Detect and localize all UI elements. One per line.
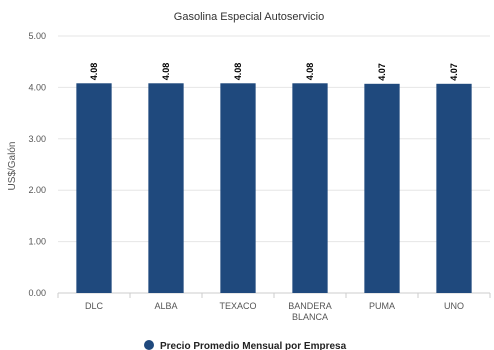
chart-title: Gasolina Especial Autoservicio <box>174 11 324 23</box>
x-tick-label: BANDERA <box>288 301 332 311</box>
y-tick-label: 5.00 <box>28 31 46 41</box>
data-label: 4.08 <box>305 63 315 81</box>
legend-label[interactable]: Precio Promedio Mensual por Empresa <box>160 341 347 350</box>
data-label: 4.07 <box>449 63 459 81</box>
data-label: 4.08 <box>89 63 99 81</box>
x-tick-label: UNO <box>444 301 464 311</box>
bar[interactable] <box>148 83 184 294</box>
y-tick-label: 1.00 <box>28 237 46 247</box>
data-label: 4.07 <box>377 63 387 81</box>
y-tick-label: 3.00 <box>28 134 46 144</box>
bar[interactable] <box>76 83 112 294</box>
x-tick-label: PUMA <box>369 301 395 311</box>
bar[interactable] <box>364 83 400 293</box>
legend-marker[interactable] <box>144 340 154 350</box>
y-tick-label: 4.00 <box>28 82 46 92</box>
y-tick-label: 0.00 <box>28 288 46 298</box>
data-label: 4.08 <box>233 63 243 81</box>
data-label: 4.08 <box>161 63 171 81</box>
y-tick-label: 2.00 <box>28 185 46 195</box>
y-axis-label: US$/Galón <box>7 142 18 191</box>
x-tick-label: TEXACO <box>219 301 256 311</box>
x-tick-label: ALBA <box>154 301 177 311</box>
bar[interactable] <box>436 83 472 293</box>
bar[interactable] <box>220 83 256 294</box>
x-tick-label: BLANCA <box>292 312 328 322</box>
bar[interactable] <box>292 83 328 294</box>
x-tick-label: DLC <box>85 301 104 311</box>
